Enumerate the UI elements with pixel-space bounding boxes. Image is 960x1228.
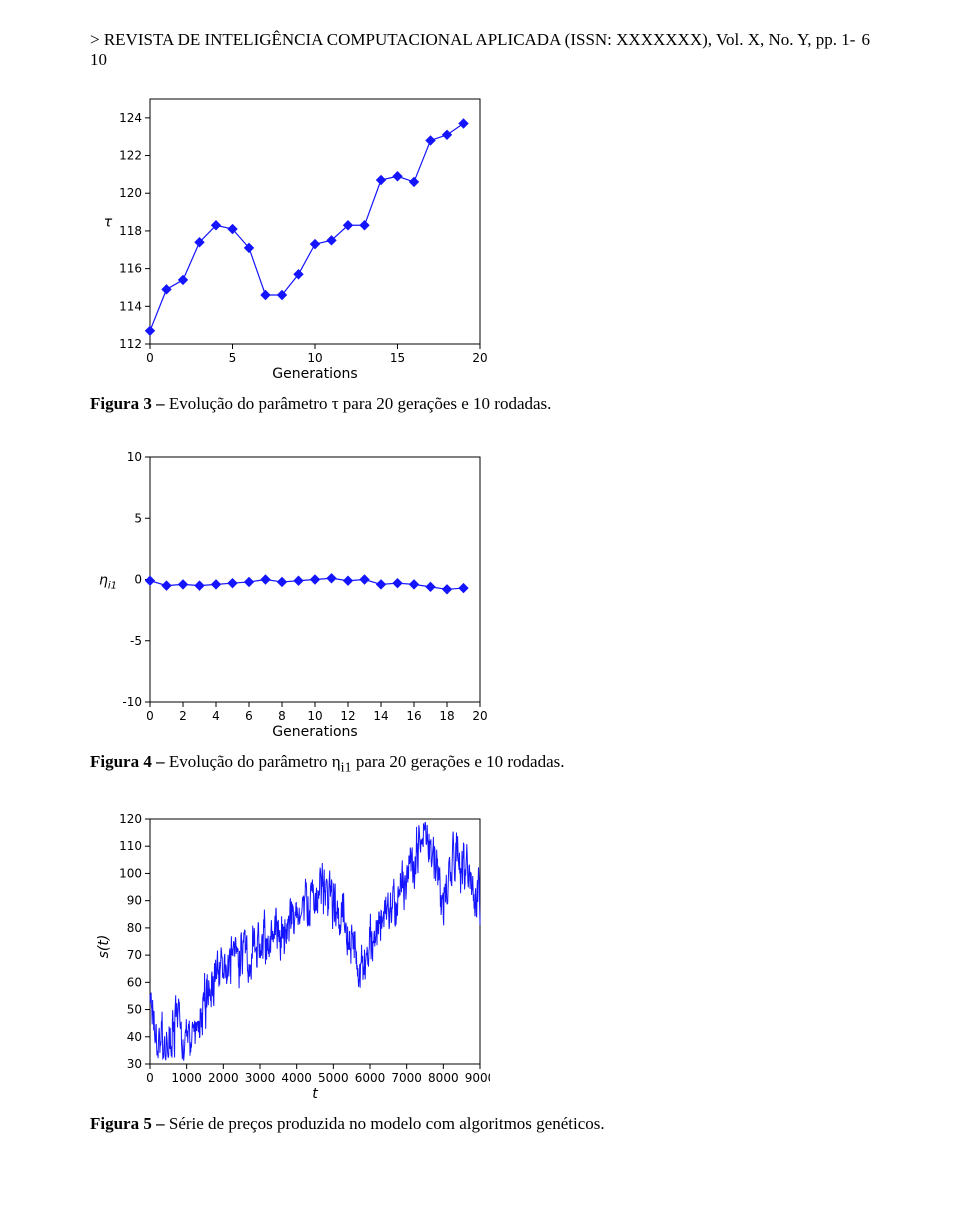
svg-text:2000: 2000 [208, 1071, 239, 1085]
svg-text:ηi1: ηi1 [99, 573, 117, 592]
svg-text:50: 50 [127, 1003, 142, 1017]
svg-text:9000: 9000 [465, 1071, 490, 1085]
svg-text:70: 70 [127, 949, 142, 963]
svg-text:t: t [312, 1086, 318, 1102]
running-header: > REVISTA DE INTELIGÊNCIA COMPUTACIONAL … [90, 30, 870, 70]
svg-text:14: 14 [373, 709, 388, 723]
svg-text:112: 112 [119, 337, 142, 351]
svg-text:60: 60 [127, 976, 142, 990]
svg-text:1000: 1000 [171, 1071, 202, 1085]
figure-4-caption-sub: i1 [341, 759, 352, 775]
figure-3-caption-label: Figura 3 – [90, 394, 169, 413]
svg-text:100: 100 [119, 867, 142, 881]
svg-text:4000: 4000 [281, 1071, 312, 1085]
figure-3-caption-text: Evolução do parâmetro τ para 20 gerações… [169, 394, 552, 413]
figure-3: 112 114 116 118 120 122 124 0 5 10 15 20 Generations… [90, 84, 870, 384]
svg-text:5000: 5000 [318, 1071, 349, 1085]
svg-text:0: 0 [134, 573, 142, 587]
svg-text:s(t): s(t) [96, 935, 112, 959]
svg-text:8: 8 [278, 709, 286, 723]
svg-text:6000: 6000 [355, 1071, 386, 1085]
svg-text:124: 124 [119, 111, 142, 125]
svg-text:120: 120 [119, 812, 142, 826]
figure-4-caption-label: Figura 4 – [90, 752, 169, 771]
svg-text:Generations: Generations [272, 724, 357, 740]
svg-text:10: 10 [127, 450, 142, 464]
svg-text:18: 18 [439, 709, 454, 723]
svg-text:120: 120 [119, 186, 142, 200]
svg-text:12: 12 [340, 709, 355, 723]
page: > REVISTA DE INTELIGÊNCIA COMPUTACIONAL … [0, 0, 960, 1174]
figure-5-caption-text: Série de preços produzida no modelo com … [169, 1114, 605, 1133]
svg-text:τ: τ [104, 215, 113, 231]
svg-text:118: 118 [119, 224, 142, 238]
svg-text:5: 5 [229, 351, 237, 365]
figure-3-svg: 112 114 116 118 120 122 124 0 5 10 15 20 Generations… [90, 84, 490, 384]
figure-5-caption: Figura 5 – Série de preços produzida no … [90, 1114, 870, 1134]
figure-5: 30 40 50 60 70 80 90 100 110 120 0 1000 2000 3000 4000… [90, 804, 870, 1104]
figure-4-svg: -10 -5 0 5 10 0 2 4 6 8 10 12 14 16 18 20 Generations ηi1 [90, 442, 490, 742]
figure-3-chart: 112 114 116 118 120 122 124 0 5 10 15 20 Generations… [90, 84, 870, 384]
figure-4: -10 -5 0 5 10 0 2 4 6 8 10 12 14 16 18 20 Generations ηi1 [90, 442, 870, 742]
svg-text:90: 90 [127, 894, 142, 908]
svg-text:10: 10 [307, 351, 322, 365]
figure-4-caption-text2: para 20 gerações e 10 rodadas. [352, 752, 565, 771]
svg-text:40: 40 [127, 1030, 142, 1044]
svg-text:80: 80 [127, 921, 142, 935]
svg-text:8000: 8000 [428, 1071, 459, 1085]
svg-text:0: 0 [146, 1071, 154, 1085]
svg-text:4: 4 [212, 709, 220, 723]
figure-5-chart: 30 40 50 60 70 80 90 100 110 120 0 1000 2000 3000 4000… [90, 804, 870, 1104]
svg-text:2: 2 [179, 709, 187, 723]
svg-text:5: 5 [134, 511, 142, 525]
figure-3-caption: Figura 3 – Evolução do parâmetro τ para … [90, 394, 870, 414]
figure-4-caption-text: Evolução do parâmetro η [169, 752, 341, 771]
svg-text:16: 16 [406, 709, 421, 723]
svg-text:0: 0 [146, 709, 154, 723]
svg-text:3000: 3000 [245, 1071, 276, 1085]
svg-text:114: 114 [119, 299, 142, 313]
svg-text:20: 20 [472, 709, 487, 723]
svg-text:10: 10 [307, 709, 322, 723]
svg-text:0: 0 [146, 351, 154, 365]
svg-text:-5: -5 [130, 634, 142, 648]
figure-4-caption: Figura 4 – Evolução do parâmetro ηi1 par… [90, 752, 870, 776]
figure-5-caption-label: Figura 5 – [90, 1114, 169, 1133]
svg-text:6: 6 [245, 709, 253, 723]
figure-4-chart: -10 -5 0 5 10 0 2 4 6 8 10 12 14 16 18 20 Generations ηi1 [90, 442, 870, 742]
svg-text:30: 30 [127, 1057, 142, 1071]
svg-text:15: 15 [390, 351, 405, 365]
header-left: > REVISTA DE INTELIGÊNCIA COMPUTACIONAL … [90, 30, 862, 70]
svg-text:7000: 7000 [391, 1071, 422, 1085]
header-page-number: 6 [862, 30, 871, 70]
svg-text:116: 116 [119, 262, 142, 276]
svg-text:122: 122 [119, 149, 142, 163]
figure-5-svg: 30 40 50 60 70 80 90 100 110 120 0 1000 2000 3000 4000… [90, 804, 490, 1104]
svg-text:Generations: Generations [272, 366, 357, 382]
svg-text:110: 110 [119, 840, 142, 854]
svg-text:-10: -10 [122, 695, 142, 709]
svg-text:20: 20 [472, 351, 487, 365]
